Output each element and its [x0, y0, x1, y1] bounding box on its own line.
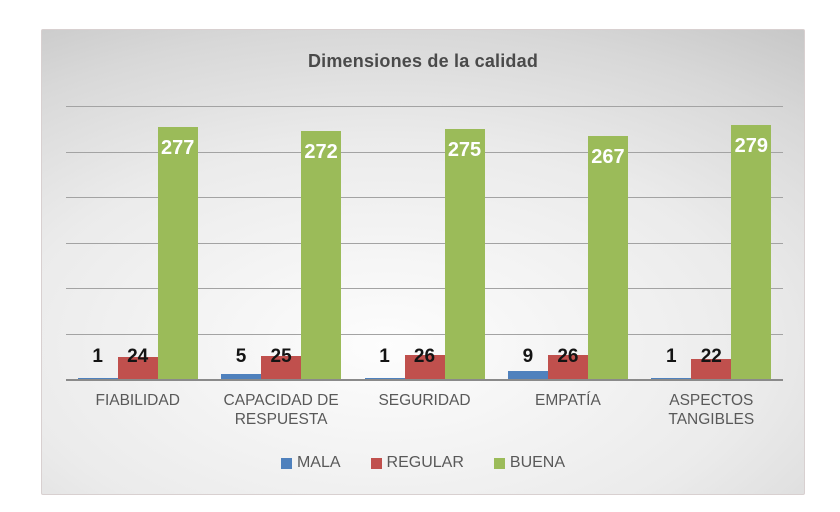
chart-panel: Dimensiones de la calidad 1 24 277 5 25 272 1 2…	[41, 29, 805, 495]
bar-value-label-regular-aspectos-tangibles: 22	[700, 346, 722, 367]
bar-buena-fiabilidad	[157, 126, 198, 379]
bar-mala-capacidad-de-respuesta	[221, 374, 262, 379]
bar-buena-capacidad-de-respuesta	[301, 131, 342, 379]
buena-swatch-icon	[493, 457, 505, 469]
bar-value-label-buena-aspectos-tangibles: 279	[734, 135, 768, 158]
bar-regular-seguridad	[404, 355, 445, 379]
bar-regular-fiabilidad	[117, 357, 158, 379]
bar-value-label-mala-capacidad-de-respuesta: 5	[235, 346, 247, 367]
gridline-150	[66, 242, 783, 244]
bar-value-label-mala-fiabilidad: 1	[92, 346, 103, 367]
chart-title: Dimensiones de la calidad	[307, 51, 539, 71]
legend-item-mala: MALA	[280, 454, 341, 472]
bar-value-label-regular-seguridad: 26	[413, 346, 436, 367]
bar-value-label-mala-empat-a: 9	[522, 346, 534, 367]
gridline-250	[66, 151, 783, 153]
bar-value-label-regular-fiabilidad: 24	[127, 346, 149, 367]
mala-swatch-icon	[280, 457, 292, 469]
category-label-capacidad-de-respuesta: CAPACIDAD DE RESPUESTA	[223, 392, 339, 429]
category-label-empat-a: EMPATÍA	[535, 392, 601, 409]
legend-label-mala: MALA	[296, 454, 341, 471]
category-axis: FIABILIDAD CAPACIDAD DE RESPUESTA SEGURIDA…	[66, 391, 783, 430]
legend-label-buena: BUENA	[509, 454, 566, 471]
gridline-300	[66, 106, 783, 107]
bar-regular-aspectos-tangibles	[691, 358, 732, 379]
gridline-100	[66, 288, 783, 289]
bar-buena-seguridad	[444, 128, 485, 379]
bar-value-label-buena-empat-a: 267	[591, 146, 625, 169]
legend-item-regular: REGULAR	[370, 454, 464, 472]
regular-swatch-icon	[370, 457, 382, 469]
bar-mala-empat-a	[507, 370, 548, 379]
legend: MALA REGULAR BUENA	[42, 454, 804, 472]
gridline-200	[66, 197, 783, 198]
category-label-seguridad: SEGURIDAD	[378, 392, 471, 409]
bar-value-label-regular-empat-a: 26	[557, 346, 579, 367]
bar-mala-fiabilidad	[77, 378, 118, 379]
bar-regular-capacidad-de-respuesta	[261, 356, 302, 379]
bar-value-label-regular-capacidad-de-respuesta: 25	[270, 346, 292, 367]
bar-buena-empat-a	[587, 136, 628, 379]
bar-value-label-buena-seguridad: 275	[447, 138, 482, 161]
legend-label-regular: REGULAR	[386, 454, 464, 471]
gridline-50	[66, 333, 783, 335]
bar-value-label-mala-seguridad: 1	[379, 346, 390, 367]
bar-value-label-buena-fiabilidad: 277	[161, 136, 195, 159]
category-label-fiabilidad: FIABILIDAD	[95, 392, 180, 409]
bar-regular-empat-a	[547, 355, 588, 379]
plot-area: 1 24 277 5 25 272 1 26 275 9 26 267 1 22 279	[66, 106, 783, 381]
bar-value-label-buena-capacidad-de-respuesta: 272	[304, 141, 338, 164]
bar-mala-seguridad	[364, 378, 405, 379]
bar-buena-aspectos-tangibles	[731, 125, 772, 379]
category-label-aspectos-tangibles: ASPECTOS TANGIBLES	[668, 392, 755, 429]
bar-value-label-mala-aspectos-tangibles: 1	[666, 346, 677, 367]
bar-mala-aspectos-tangibles	[651, 378, 692, 379]
legend-item-buena: BUENA	[493, 454, 566, 472]
